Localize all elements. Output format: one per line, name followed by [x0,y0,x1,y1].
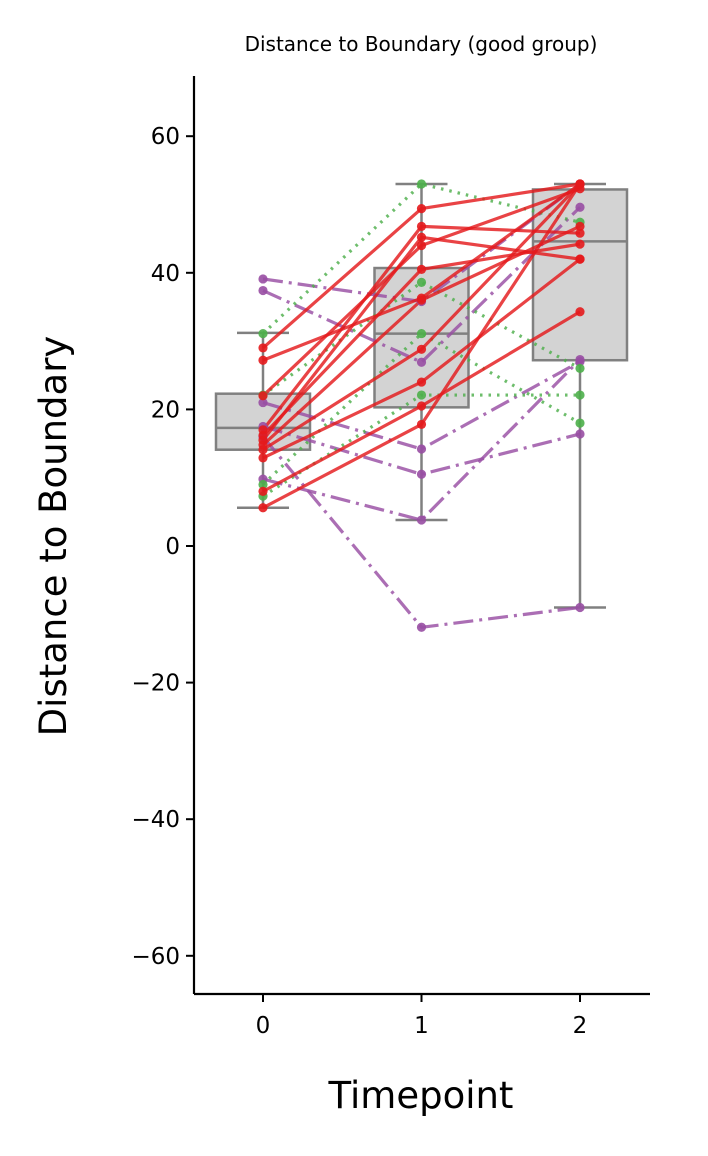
data-point-purple [416,622,427,632]
data-point-red [575,239,585,249]
data-point-green [416,390,427,400]
y-tick-label: 60 [151,124,180,150]
data-point-red [258,445,268,455]
series-line-purple [262,360,581,451]
data-point-red [575,228,585,238]
data-point-purple [575,202,585,212]
data-point-red [416,221,427,231]
x-tick-label: 0 [256,1013,271,1039]
data-point-red [575,307,585,317]
data-point-red [258,453,268,463]
data-point-red [416,401,427,411]
data-point-red [258,486,268,496]
chart-title: Distance to Boundary (good group) [245,32,598,56]
y-tick-label: 40 [151,261,180,287]
data-point-green [416,328,427,339]
data-point-red [258,391,268,401]
data-point-purple [258,285,268,296]
data-point-red [416,240,427,251]
data-point-purple [416,357,427,367]
data-points-layer [258,179,585,632]
data-point-green [575,418,585,428]
data-point-red [575,254,585,264]
series-line-green [261,331,581,486]
data-point-red [575,221,585,231]
x-tick-label: 2 [573,1013,588,1039]
series-line-purple [262,206,582,364]
series-line-green [262,280,581,397]
data-point-red [416,419,427,430]
data-point-red [258,503,268,513]
y-tick-label: −60 [131,944,180,970]
y-axis-title: Distance to Boundary [32,336,75,737]
data-point-purple [416,469,427,479]
axes-layer: −60 −40 −20 0 20 40 60 0 1 2 [131,76,650,1039]
y-tick-label: −20 [131,671,180,697]
data-point-purple [258,274,268,284]
data-point-red [258,355,268,365]
data-point-green [416,179,427,189]
data-point-red [416,295,427,305]
y-tick-label: −40 [131,807,180,833]
data-point-green [258,479,268,490]
data-point-green [575,390,585,400]
data-point-red [416,232,427,242]
data-point-green [575,363,585,374]
y-tick-label: 20 [151,397,180,423]
data-point-purple [416,444,427,454]
data-point-purple [258,397,268,408]
box-iqr [531,188,629,362]
data-point-purple [575,602,585,613]
data-point-purple [575,429,585,439]
data-point-purple [575,354,585,365]
data-point-red [416,203,427,214]
data-point-green [258,328,268,339]
data-point-red [258,343,268,353]
data-point-green [416,277,427,287]
series-line-purple [262,358,582,522]
x-tick-label: 1 [414,1013,429,1039]
data-point-red [575,179,585,189]
y-tick-label: 0 [165,534,180,560]
data-point-red [416,377,427,387]
data-point-red [416,264,427,274]
data-point-purple [416,515,427,525]
x-axis-title: Timepoint [328,1074,514,1117]
data-point-red [416,344,427,354]
